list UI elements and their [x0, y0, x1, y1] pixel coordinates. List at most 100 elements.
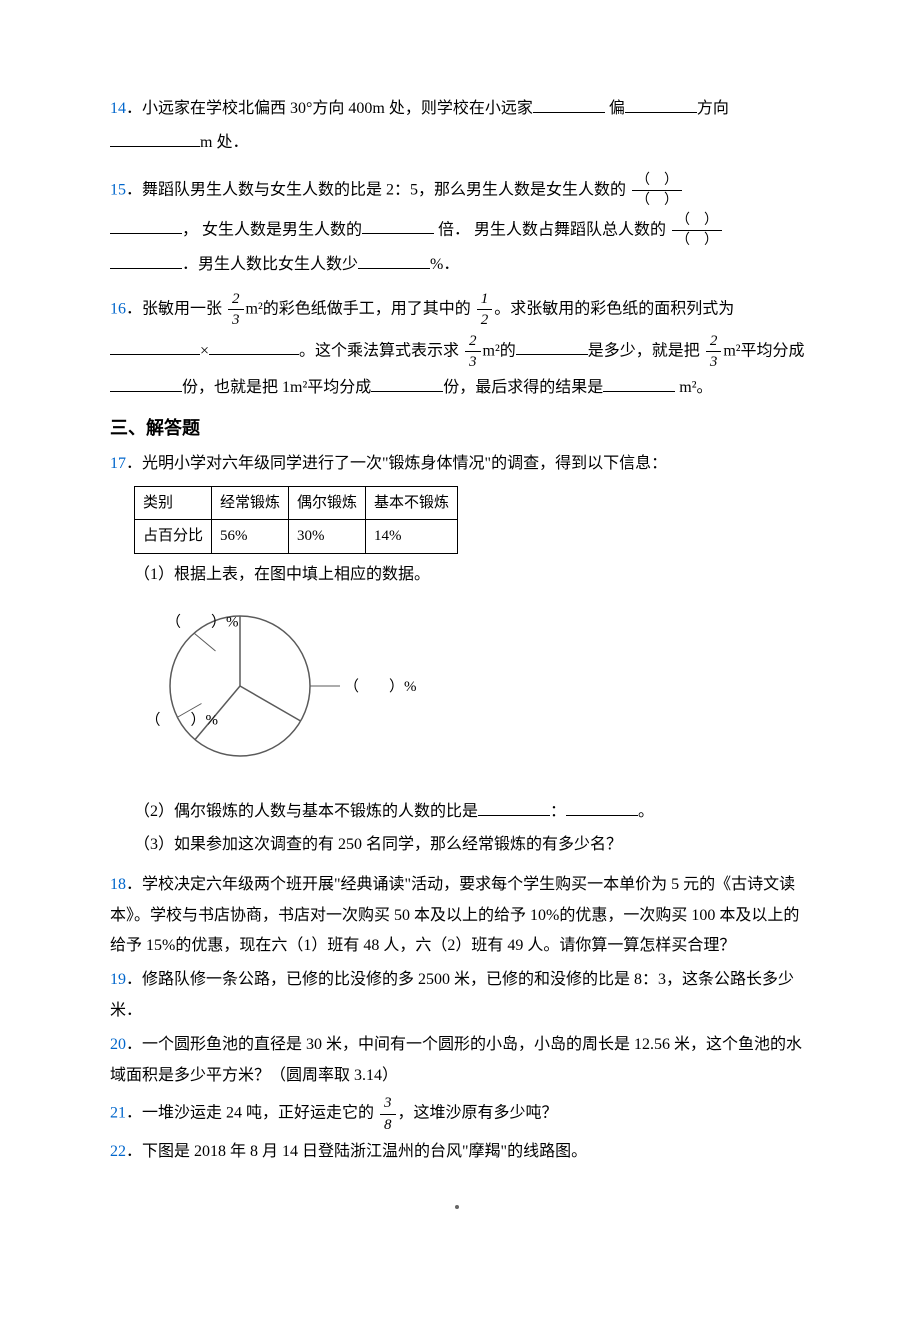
- question-21: 21．一堆沙运走 24 吨，正好运走它的 3 8 ，这堆沙原有多少吨？: [110, 1095, 810, 1133]
- blank: [533, 94, 605, 113]
- question-number: 18: [110, 876, 126, 893]
- q15-e: %．: [430, 256, 459, 273]
- fraction-bar: [380, 1114, 396, 1115]
- q18-text: ．学校决定六年级两个班开展"经典诵读"活动，要求每个学生购买一本单价为 5 元的…: [110, 876, 799, 954]
- question-number: 22: [110, 1143, 126, 1160]
- q14-text-d: m 处．: [200, 134, 248, 151]
- q16-e: 。这个乘法算式表示求: [299, 342, 459, 359]
- question-20: 20．一个圆形鱼池的直径是 30 米，中间有一个圆形的小岛，小岛的周长是 12.…: [110, 1030, 810, 1091]
- question-16-line2: ×。这个乘法算式表示求 2 3 m²的是多少，就是把 2 3 m²平均分成: [110, 333, 810, 371]
- blank: [358, 251, 430, 270]
- q14-text-c: 方向: [697, 100, 729, 117]
- q16-k: m²。: [675, 379, 712, 396]
- blank: [209, 337, 299, 356]
- table-header: 偶尔锻炼: [289, 486, 366, 520]
- q21-a: ．一堆沙运走 24 吨，正好运走它的: [126, 1105, 374, 1122]
- question-19: 19．修路队修一条公路，已修的比没修的多 2500 米，已修的和没修的比是 8：…: [110, 965, 810, 1026]
- q17-sub2: （2）偶尔锻炼的人数与基本不锻炼的人数的比是 ： 。: [110, 797, 810, 827]
- question-number: 21: [110, 1105, 126, 1122]
- fraction-two-thirds: 2 3: [228, 291, 244, 329]
- q15-c: 倍． 男生人数占舞蹈队总人数的: [434, 221, 666, 238]
- fraction-denominator: 3: [228, 312, 244, 329]
- fraction-numerator: 3: [380, 1095, 396, 1112]
- fraction-bar: [477, 309, 493, 310]
- document-page: 14．小远家在学校北偏西 30°方向 400m 处，则学校在小远家 偏 方向 m …: [0, 0, 920, 1322]
- question-14: 14．小远家在学校北偏西 30°方向 400m 处，则学校在小远家 偏 方向: [110, 94, 810, 124]
- question-17: 17．光明小学对六年级同学进行了一次"锻炼身体情况"的调查，得到以下信息：: [110, 449, 810, 479]
- table-header: 基本不锻炼: [366, 486, 458, 520]
- question-15-line3: ．男生人数比女生人数少 %．: [110, 250, 810, 280]
- fraction-bar: [672, 230, 722, 231]
- q17-table: 类别 经常锻炼 偶尔锻炼 基本不锻炼 占百分比 56% 30% 14%: [134, 486, 458, 554]
- table-cell: 占百分比: [135, 520, 212, 554]
- q17-pie-chart: （ ）%（ ）%（ ）%: [130, 596, 810, 787]
- pie-svg: （ ）%（ ）%（ ）%: [130, 596, 470, 776]
- question-number: 15: [110, 181, 126, 198]
- blank: [110, 129, 200, 148]
- question-number: 14: [110, 100, 126, 117]
- blank: [371, 373, 443, 392]
- fraction-bar: [632, 190, 682, 191]
- q21-b: ，这堆沙原有多少吨？: [398, 1105, 558, 1122]
- q15-b: ， 女生人数是男生人数的: [182, 221, 362, 238]
- q17-sub1: （1）根据上表，在图中填上相应的数据。: [110, 560, 810, 590]
- question-15: 15．舞蹈队男生人数与女生人数的比是 2：5，那么男生人数是女生人数的 （ ） …: [110, 173, 810, 209]
- q16-f: m²的: [483, 342, 516, 359]
- fraction-denominator: （ ）: [632, 193, 682, 208]
- blank: [516, 337, 588, 356]
- fraction-denominator: 3: [706, 354, 722, 371]
- svg-text:（ ）%: （ ）%: [344, 678, 417, 695]
- question-number: 20: [110, 1036, 126, 1053]
- q17-sub3: （3）如果参加这次调查的有 250 名同学，那么经常锻炼的有多少名？: [110, 830, 810, 860]
- q16-a: ．张敏用一张: [126, 300, 222, 317]
- fraction-bar: [228, 309, 244, 310]
- table-cell: 56%: [212, 520, 289, 554]
- q17-sub2a: （2）偶尔锻炼的人数与基本不锻炼的人数的比是: [134, 803, 478, 820]
- table-header: 类别: [135, 486, 212, 520]
- blank: [566, 798, 638, 817]
- blank: [603, 373, 675, 392]
- q14-text-a: ．小远家在学校北偏西 30°方向 400m 处，则学校在小远家: [126, 100, 533, 117]
- blank: [110, 251, 182, 270]
- q16-c: 。求张敏用的彩色纸的面积列式为: [494, 300, 734, 317]
- blank: [625, 94, 697, 113]
- q16-j: 份，最后求得的结果是: [443, 379, 603, 396]
- fraction-numerator: （ ）: [632, 173, 682, 188]
- fraction-denominator: 3: [465, 354, 481, 371]
- q19-text: ．修路队修一条公路，已修的比没修的多 2500 米，已修的和没修的比是 8：3，…: [110, 971, 794, 1018]
- q15-a: ．舞蹈队男生人数与女生人数的比是 2：5，那么男生人数是女生人数的: [126, 181, 626, 198]
- question-15-line2: ， 女生人数是男生人数的 倍． 男生人数占舞蹈队总人数的 （ ） （ ）: [110, 213, 810, 249]
- blank: [478, 798, 550, 817]
- fraction-two-thirds: 2 3: [706, 333, 722, 371]
- fraction-denominator: 2: [477, 312, 493, 329]
- q16-i: 份，也就是把 1m²平均分成: [182, 379, 371, 396]
- footer-dot-icon: [455, 1205, 459, 1209]
- blank: [362, 216, 434, 235]
- q17-sub2c: 。: [638, 803, 654, 820]
- q14-text-b: 偏: [605, 100, 625, 117]
- fraction-bar: [706, 351, 722, 352]
- question-16-line3: 份，也就是把 1m²平均分成 份，最后求得的结果是 m²。: [110, 373, 810, 403]
- table-row: 占百分比 56% 30% 14%: [135, 520, 458, 554]
- q16-g: 是多少，就是把: [588, 342, 700, 359]
- fraction-numerator: （ ）: [672, 213, 722, 228]
- table-cell: 14%: [366, 520, 458, 554]
- q15-d: ．男生人数比女生人数少: [182, 256, 358, 273]
- fraction-numerator: 2: [465, 333, 481, 350]
- q20-text: ．一个圆形鱼池的直径是 30 米，中间有一个圆形的小岛，小岛的周长是 12.56…: [110, 1036, 802, 1083]
- footer-marker: [110, 1191, 810, 1221]
- paren-fraction: （ ） （ ）: [672, 213, 722, 249]
- section-3-title: 三、解答题: [110, 411, 810, 445]
- svg-text:（ ）%: （ ）%: [166, 614, 239, 631]
- fraction-bar: [465, 351, 481, 352]
- question-number: 17: [110, 455, 126, 472]
- q17-sub2b: ：: [550, 803, 566, 820]
- fraction-one-half: 1 2: [477, 291, 493, 329]
- question-14-line2: m 处．: [110, 128, 810, 158]
- blank: [110, 216, 182, 235]
- q16-d: ×: [200, 342, 209, 359]
- fraction-denominator: （ ）: [672, 233, 722, 248]
- fraction-two-thirds: 2 3: [465, 333, 481, 371]
- table-row: 类别 经常锻炼 偶尔锻炼 基本不锻炼: [135, 486, 458, 520]
- question-22: 22．下图是 2018 年 8 月 14 日登陆浙江温州的台风"摩羯"的线路图。: [110, 1137, 810, 1167]
